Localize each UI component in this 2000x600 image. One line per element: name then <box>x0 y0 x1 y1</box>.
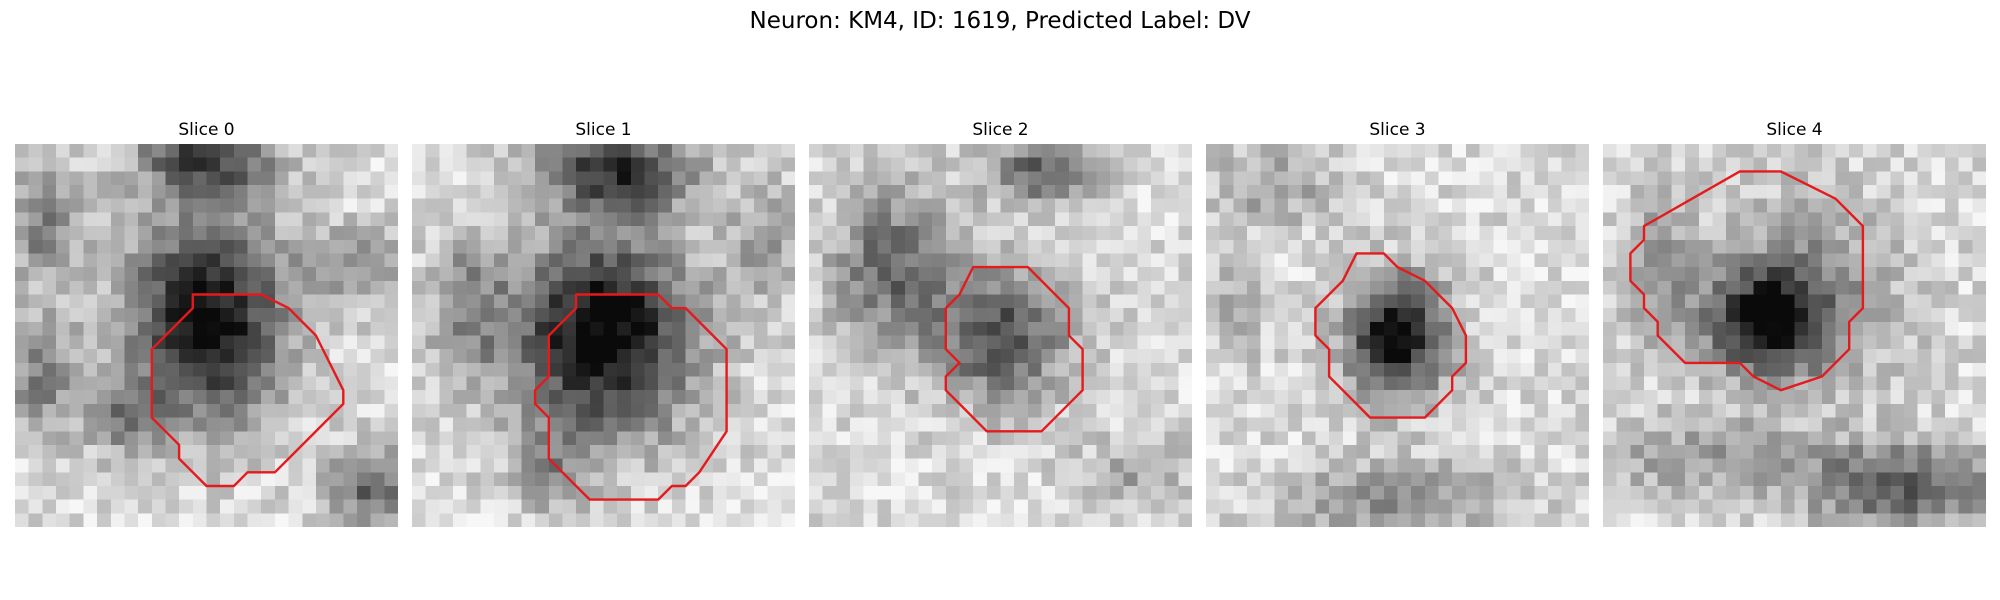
slice-image-2 <box>809 144 1192 527</box>
slice-panel-2: Slice 2 <box>809 120 1192 527</box>
neuron-contour <box>533 293 728 501</box>
slice-title-0: Slice 0 <box>178 120 235 140</box>
slice-title-1: Slice 1 <box>575 120 632 140</box>
slice-title-2: Slice 2 <box>972 120 1029 140</box>
slice-panel-1: Slice 1 <box>412 120 795 527</box>
slice-title-3: Slice 3 <box>1369 120 1426 140</box>
neuron-contour <box>150 293 345 488</box>
slice-image-4 <box>1603 144 1986 527</box>
figure-title: Neuron: KM4, ID: 1619, Predicted Label: … <box>749 8 1251 34</box>
slice-panel-0: Slice 0 <box>15 120 398 527</box>
neuron-contour <box>1314 252 1468 419</box>
neuron-contour <box>1629 170 1865 392</box>
neuron-contour <box>944 265 1084 433</box>
slice-image-3 <box>1206 144 1589 527</box>
slice-panel-3: Slice 3 <box>1206 120 1589 527</box>
slice-panel-4: Slice 4 <box>1603 120 1986 527</box>
slice-image-1 <box>412 144 795 527</box>
slice-title-4: Slice 4 <box>1766 120 1823 140</box>
slice-image-0 <box>15 144 398 527</box>
